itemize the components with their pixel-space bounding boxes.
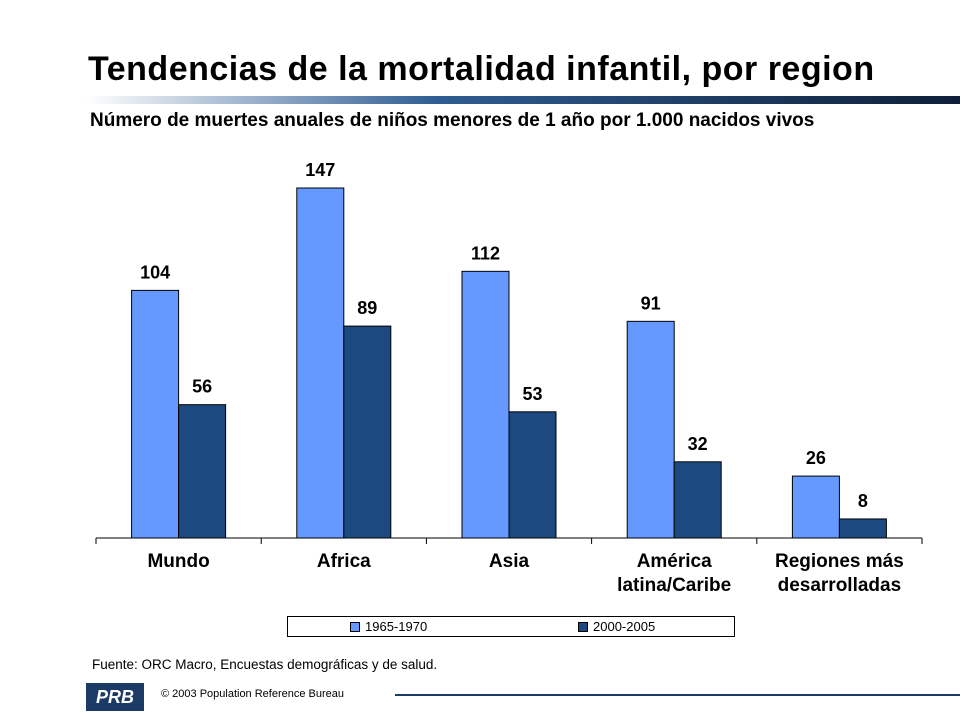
copyright-text: © 2003 Population Reference Bureau: [161, 688, 345, 700]
data-label: 89: [357, 298, 377, 318]
data-label: 91: [641, 293, 661, 313]
page-title: Tendencias de la mortalidad infantil, po…: [88, 50, 875, 88]
legend-label-series-2: 2000-2005: [593, 619, 656, 634]
x-tick-label: Africa: [317, 551, 371, 572]
legend-swatch-series-2: [578, 621, 588, 632]
data-label: 147: [305, 160, 335, 180]
bar-series-1: [296, 187, 345, 539]
bar-series-2: [343, 325, 392, 539]
legend-entry-series-1: 1965-1970: [350, 619, 578, 634]
x-tick-label: América latina/Caribe: [617, 551, 731, 596]
x-tick-label: Asia: [489, 551, 530, 572]
bar-series-1: [131, 289, 180, 539]
data-label: 104: [140, 262, 170, 282]
prb-logo-text: PRB: [96, 687, 134, 707]
chart-legend: 1965-1970 2000-2005: [287, 616, 735, 637]
bar-series-1: [461, 270, 510, 539]
bar-series-2: [178, 404, 227, 539]
legend-entry-series-2: 2000-2005: [578, 619, 655, 634]
data-label: 8: [858, 491, 868, 511]
bar-series-1: [626, 320, 675, 539]
bar-series-2: [508, 411, 557, 539]
chart-subtitle: Número de muertes anuales de niños menor…: [90, 110, 815, 131]
data-label: 32: [688, 434, 708, 454]
legend-swatch-series-1: [350, 621, 360, 632]
source-note: Fuente: ORC Macro, Encuestas demográfica…: [92, 657, 438, 672]
x-tick-label: Regiones más desarrolladas: [775, 551, 904, 596]
bar-series-1: [791, 475, 840, 539]
data-label: 56: [192, 377, 212, 397]
bar-series-2: [673, 461, 722, 539]
bar-series-2: [838, 518, 887, 539]
data-label: 53: [522, 384, 542, 404]
data-label: 112: [471, 243, 500, 263]
prb-logo-mark: PRB: [96, 687, 134, 707]
legend-label-series-1: 1965-1970: [365, 619, 428, 634]
bar-chart: 104 56 Mundo 147 89 Africa 112 53 Asia 91 32 Améric…: [95, 160, 923, 596]
title-underline: [86, 96, 960, 104]
x-tick-label: Mundo: [147, 551, 209, 572]
footer-rule: [395, 694, 960, 696]
prb-logo: PRB: [86, 683, 144, 711]
data-label: 26: [806, 448, 826, 468]
